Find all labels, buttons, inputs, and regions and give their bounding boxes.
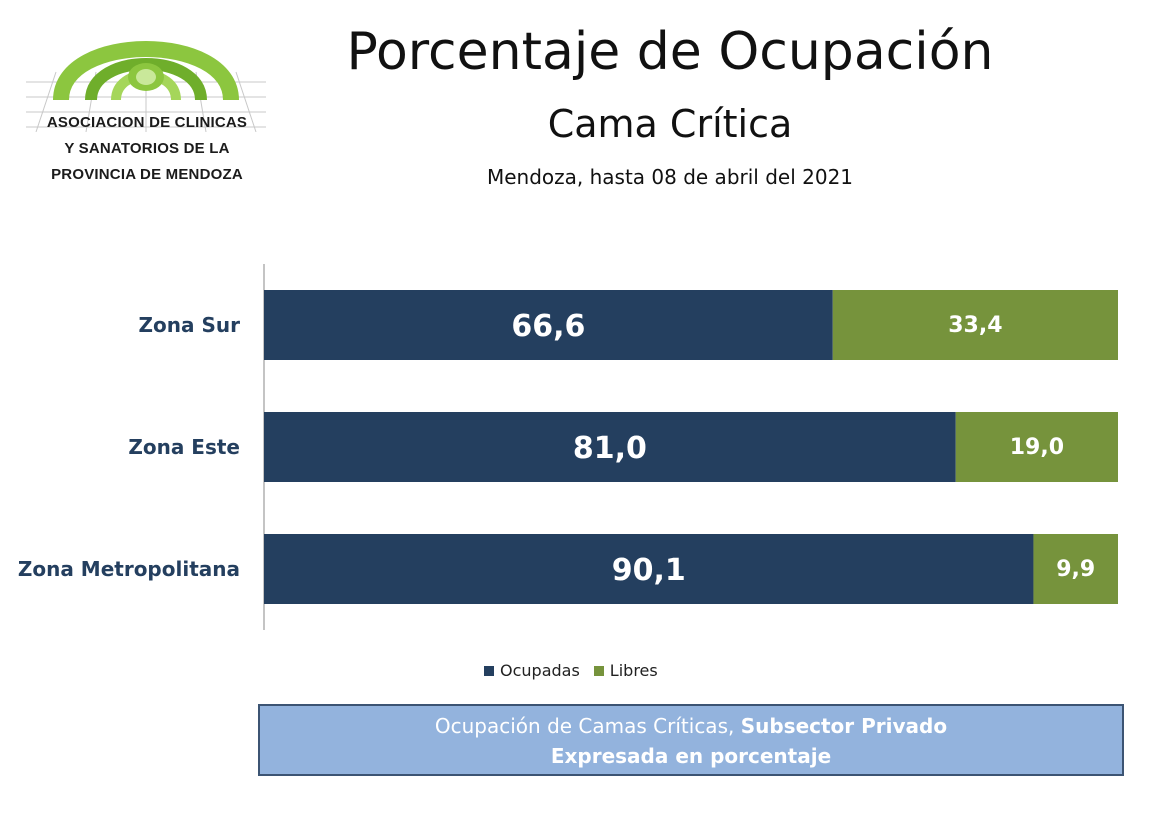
legend-label-ocupadas: Ocupadas [500,661,580,680]
footer-line-2: Expresada en porcentaje [260,741,1122,771]
category-label-zona-sur: Zona Sur [139,313,241,337]
footer-line-1: Ocupación de Camas Críticas, Subsector P… [260,711,1122,741]
bar-libres-zona-metropolitana [1033,534,1118,604]
logo-line-2: Y SANATORIOS DE LA [64,140,230,157]
data-label-ocupadas-zona-sur: 66,6 [511,309,585,344]
page-title: Porcentaje de Ocupación [346,22,994,82]
date-caption: Mendoza, hasta 08 de abril del 2021 [486,165,854,189]
bar-ocupadas-zona-sur [264,290,833,360]
category-label-zona-este: Zona Este [128,435,240,459]
data-label-libres-zona-metropolitana: 9,9 [1056,557,1095,582]
chart-legend: Ocupadas Libres [484,661,672,680]
occupancy-bar-chart: Zona Sur 66,6 33,4 Zona Este 81,0 19,0 Zona Me… [18,264,1118,630]
bar-libres-zona-sur [832,290,1118,360]
footer-line-1-bold: Subsector Privado [740,714,948,738]
legend-item-libres: Libres [593,661,658,680]
logo-arch-icon [26,41,266,133]
footer-note-box: Ocupación de Camas Críticas, Subsector P… [258,704,1124,776]
footer-line-1-text: Ocupación de Camas Críticas, [434,714,741,738]
data-label-libres-zona-este: 19,0 [1010,435,1064,460]
legend-swatch-libres [593,665,604,676]
bar-libres-zona-este [955,412,1118,482]
bar-ocupadas-zona-metropolitana [264,534,1034,604]
bar-ocupadas-zona-este [264,412,956,482]
association-logo: ASOCIACION DE CLINICAS Y SANATORIOS DE L… [16,22,278,194]
data-label-ocupadas-zona-metropolitana: 90,1 [612,553,686,588]
logo-line-1: ASOCIACION DE CLINICAS [46,114,248,131]
legend-label-libres: Libres [609,661,658,680]
data-label-libres-zona-sur: 33,4 [948,313,1002,338]
legend-item-ocupadas: Ocupadas [484,661,580,680]
footer-line-2-bold: Expresada en porcentaje [550,744,832,768]
category-label-zona-metropolitana: Zona Metropolitana [18,557,240,581]
data-label-ocupadas-zona-este: 81,0 [573,431,647,466]
legend-swatch-ocupadas [484,665,494,676]
page-subtitle: Cama Crítica [547,102,793,146]
logo-line-3: PROVINCIA DE MENDOZA [51,166,243,183]
